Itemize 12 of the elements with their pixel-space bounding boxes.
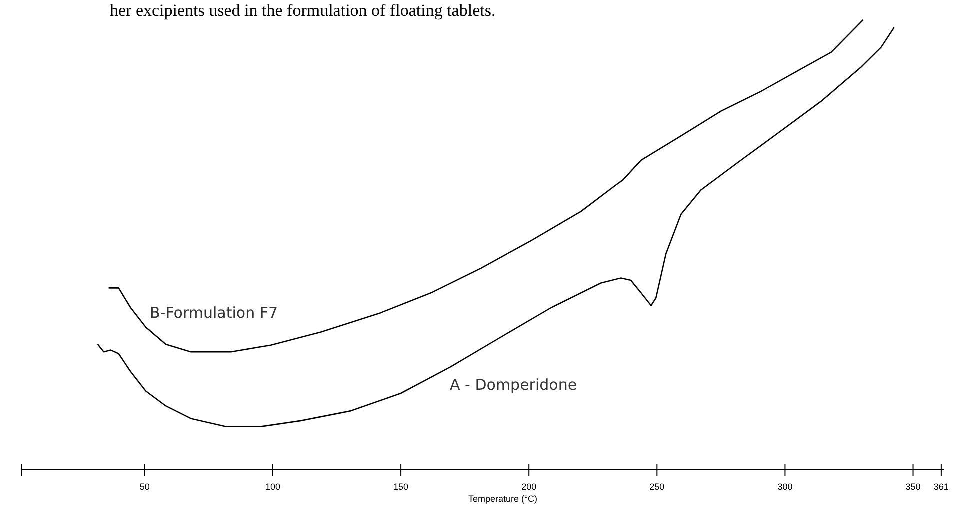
x-tick-label: 200 [522, 482, 537, 492]
x-tick-label: 361 [934, 482, 949, 492]
x-tick-label: 350 [906, 482, 921, 492]
x-tick-label: 150 [394, 482, 409, 492]
x-tick-label: 100 [265, 482, 281, 492]
series-label: B-Formulation F7 [150, 304, 278, 322]
x-axis-title: Temperature (°C) [468, 494, 538, 504]
x-tick-label: 300 [778, 482, 793, 492]
series-label: A - Domperidone [450, 376, 578, 394]
annotation: her excipients used in the formulation of floating tablets. [110, 1, 496, 20]
x-tick-label: 250 [650, 482, 665, 492]
x-tick-label: 50 [140, 482, 150, 492]
